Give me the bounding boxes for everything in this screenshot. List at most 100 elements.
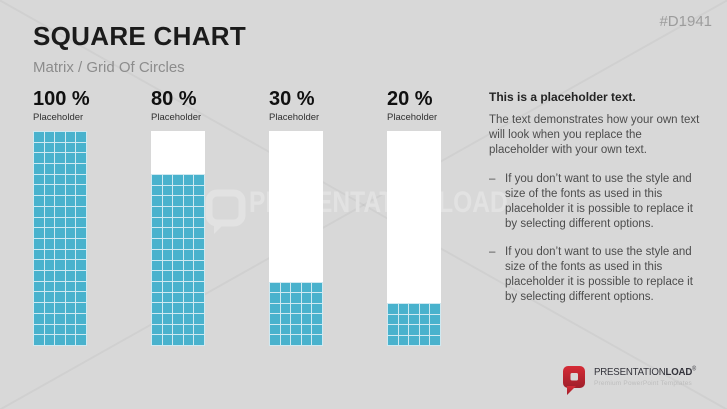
unit-square	[34, 174, 44, 185]
unit-square	[55, 206, 65, 217]
unit-square	[65, 238, 76, 249]
unit-square	[152, 281, 162, 292]
slide-code: #D1941	[659, 13, 712, 30]
unit-square	[76, 217, 86, 228]
unit-square	[44, 313, 55, 324]
unit-square	[291, 293, 301, 303]
unit-square	[152, 175, 162, 185]
unit-square	[76, 238, 86, 249]
unit-square	[388, 304, 398, 314]
unit-square	[194, 175, 204, 185]
unit-square	[34, 196, 44, 206]
unit-square	[34, 217, 44, 228]
unit-square	[55, 153, 65, 164]
unit-square	[162, 217, 173, 228]
unit-square	[162, 249, 173, 260]
square-grid-column	[387, 131, 441, 346]
brand-name: PRESENTATIONLOAD®	[594, 366, 696, 378]
unit-square	[44, 249, 55, 260]
unit-square	[34, 153, 44, 164]
unit-square	[173, 196, 183, 207]
unit-square	[65, 185, 76, 196]
unit-square	[34, 164, 44, 174]
unit-square	[34, 335, 44, 345]
square-grid-column	[151, 131, 205, 346]
unit-square	[34, 228, 44, 238]
unit-square	[76, 281, 86, 292]
unit-square	[55, 238, 65, 249]
unit-square	[152, 196, 162, 207]
unit-square	[44, 153, 55, 164]
page-subtitle: Matrix / Grid Of Circles	[33, 59, 185, 76]
unit-square	[152, 335, 162, 345]
unit-square	[173, 303, 183, 313]
unit-square	[301, 314, 312, 324]
unit-square	[183, 271, 194, 281]
unit-square	[152, 207, 162, 217]
unit-square	[291, 282, 301, 293]
unit-square	[280, 324, 291, 335]
unit-square	[55, 260, 65, 271]
unit-square	[162, 185, 173, 196]
unit-square	[291, 335, 301, 345]
unit-square	[301, 335, 312, 345]
filled-squares	[269, 281, 323, 346]
unit-square	[44, 324, 55, 335]
unit-square	[398, 325, 409, 335]
unit-square	[65, 196, 76, 206]
unit-square	[183, 292, 194, 303]
unit-square	[55, 196, 65, 206]
unit-square	[152, 324, 162, 335]
bullet-text: If you don’t want to use the style and s…	[505, 246, 693, 303]
unit-square	[301, 282, 312, 293]
header: SQUARE CHART Matrix / Grid Of Circles	[33, 21, 246, 76]
unit-square	[173, 260, 183, 271]
unit-square	[76, 153, 86, 164]
unit-square	[55, 164, 65, 174]
unit-square	[65, 292, 76, 303]
unit-square	[76, 335, 86, 345]
unit-square	[55, 292, 65, 303]
unit-square	[183, 281, 194, 292]
unit-square	[409, 314, 419, 324]
unit-square	[419, 304, 430, 314]
unit-square	[388, 325, 398, 335]
text-panel: This is a placeholder text. The text dem…	[489, 90, 709, 318]
filled-squares	[33, 131, 87, 346]
unit-square	[34, 271, 44, 281]
unit-square	[409, 325, 419, 335]
unit-square	[76, 185, 86, 196]
unit-square	[301, 303, 312, 314]
unit-square	[183, 313, 194, 324]
unit-square	[44, 185, 55, 196]
unit-square	[270, 324, 280, 335]
unit-square	[173, 324, 183, 335]
registered-mark: ®	[692, 366, 697, 373]
unit-square	[65, 164, 76, 174]
brand-text: PRESENTATIONLOAD® Premium PowerPoint Tem…	[594, 365, 705, 396]
brand-tagline: Premium PowerPoint Templates	[594, 380, 692, 387]
unit-square	[55, 174, 65, 185]
unit-square	[76, 260, 86, 271]
unit-square	[183, 175, 194, 185]
unit-square	[76, 324, 86, 335]
unit-square	[430, 335, 440, 345]
unit-square	[270, 293, 280, 303]
unit-square	[173, 271, 183, 281]
unit-square	[152, 185, 162, 196]
unit-square	[65, 153, 76, 164]
unit-square	[34, 238, 44, 249]
unit-square	[194, 335, 204, 345]
unit-square	[173, 313, 183, 324]
unit-square	[280, 282, 291, 293]
category-label: Placeholder	[151, 112, 202, 123]
unit-square	[430, 314, 440, 324]
unit-square	[34, 132, 44, 142]
unit-square	[44, 196, 55, 206]
unit-square	[44, 292, 55, 303]
unit-square	[194, 239, 204, 249]
unit-square	[44, 238, 55, 249]
unit-square	[65, 132, 76, 142]
square-grid-column	[33, 131, 87, 346]
unit-square	[173, 281, 183, 292]
